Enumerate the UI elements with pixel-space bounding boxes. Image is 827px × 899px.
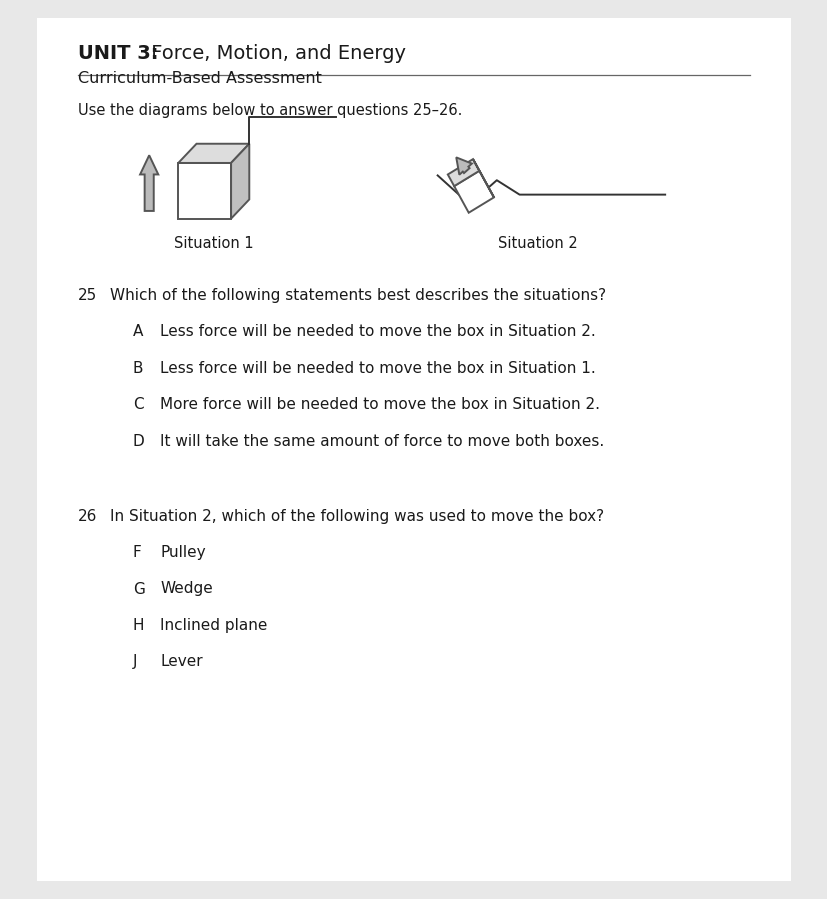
Polygon shape (472, 159, 494, 198)
Polygon shape (178, 163, 231, 218)
Text: A: A (132, 325, 143, 339)
Text: Less force will be needed to move the box in Situation 2.: Less force will be needed to move the bo… (160, 325, 595, 339)
Text: Force, Motion, and Energy: Force, Motion, and Energy (145, 44, 405, 63)
Polygon shape (447, 159, 479, 186)
Text: F: F (132, 545, 141, 560)
Text: H: H (132, 618, 144, 633)
Text: Less force will be needed to move the box in Situation 1.: Less force will be needed to move the bo… (160, 360, 595, 376)
Polygon shape (454, 171, 494, 213)
FancyArrow shape (140, 156, 158, 211)
Polygon shape (178, 144, 249, 163)
Text: G: G (132, 582, 145, 597)
Text: In Situation 2, which of the following was used to move the box?: In Situation 2, which of the following w… (110, 509, 604, 523)
Text: Lever: Lever (160, 654, 203, 670)
Text: 26: 26 (78, 509, 98, 523)
Text: UNIT 3:: UNIT 3: (78, 44, 159, 63)
Text: Pulley: Pulley (160, 545, 205, 560)
Polygon shape (231, 144, 249, 218)
Text: J: J (132, 654, 137, 670)
Text: Wedge: Wedge (160, 582, 213, 597)
Text: Curriculum-Based Assessment: Curriculum-Based Assessment (78, 71, 322, 86)
FancyBboxPatch shape (37, 18, 790, 881)
Text: Which of the following statements best describes the situations?: Which of the following statements best d… (110, 288, 605, 303)
Text: D: D (132, 433, 145, 449)
Text: It will take the same amount of force to move both boxes.: It will take the same amount of force to… (160, 433, 604, 449)
Text: C: C (132, 397, 143, 412)
Text: 25: 25 (78, 288, 98, 303)
Text: More force will be needed to move the box in Situation 2.: More force will be needed to move the bo… (160, 397, 600, 412)
Text: Situation 2: Situation 2 (497, 236, 577, 251)
Text: Use the diagrams below to answer questions 25–26.: Use the diagrams below to answer questio… (78, 102, 462, 118)
Text: Situation 1: Situation 1 (174, 236, 253, 251)
Text: Inclined plane: Inclined plane (160, 618, 267, 633)
Text: B: B (132, 360, 143, 376)
FancyArrow shape (456, 157, 471, 174)
